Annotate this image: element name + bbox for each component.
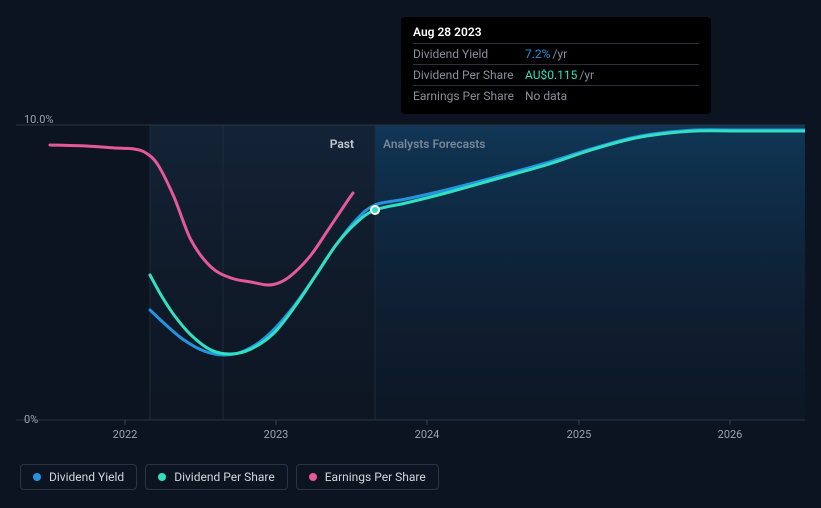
line-chart xyxy=(16,105,805,430)
legend: Dividend Yield Dividend Per Share Earnings… xyxy=(20,464,439,490)
legend-item[interactable]: Earnings Per Share xyxy=(296,464,439,490)
tooltip-row: Earnings Per ShareNo data xyxy=(413,85,699,106)
tooltip-row-label: Earnings Per Share xyxy=(413,89,525,103)
legend-label: Dividend Per Share xyxy=(174,470,275,484)
zone-label: Past xyxy=(330,137,354,151)
chart-container: 10.0% 0% 2022 2023 2024 2025 2026 Past Analyst… xyxy=(16,105,805,448)
tooltip-row-unit: /yr xyxy=(552,47,567,61)
x-axis-label: 2026 xyxy=(718,428,743,441)
tooltip-row: Dividend Yield7.2%/yr xyxy=(413,43,699,64)
tooltip-row-value: 7.2% xyxy=(525,47,550,61)
legend-dot-icon xyxy=(309,473,317,481)
x-axis-label: 2024 xyxy=(415,428,440,441)
x-axis-label: 2022 xyxy=(113,428,138,441)
x-axis-label: 2025 xyxy=(567,428,592,441)
tooltip-row-label: Dividend Yield xyxy=(413,47,525,61)
legend-label: Earnings Per Share xyxy=(325,470,426,484)
legend-item[interactable]: Dividend Yield xyxy=(20,464,137,490)
chart-tooltip: Aug 28 2023 Dividend Yield7.2%/yrDividen… xyxy=(401,17,711,114)
legend-item[interactable]: Dividend Per Share xyxy=(145,464,288,490)
y-axis-label: 0% xyxy=(24,413,38,426)
tooltip-row-value: AU$0.115 xyxy=(525,68,577,82)
legend-dot-icon xyxy=(33,473,41,481)
tooltip-row-value: No data xyxy=(525,89,567,103)
y-axis-label: 10.0% xyxy=(24,113,54,126)
zone-label: Analysts Forecasts xyxy=(383,137,485,151)
tooltip-date: Aug 28 2023 xyxy=(413,25,699,43)
tooltip-row-unit: /yr xyxy=(579,68,594,82)
legend-label: Dividend Yield xyxy=(49,470,124,484)
x-axis-label: 2023 xyxy=(264,428,289,441)
legend-dot-icon xyxy=(158,473,166,481)
tooltip-row: Dividend Per ShareAU$0.115/yr xyxy=(413,64,699,85)
tooltip-row-label: Dividend Per Share xyxy=(413,68,525,82)
